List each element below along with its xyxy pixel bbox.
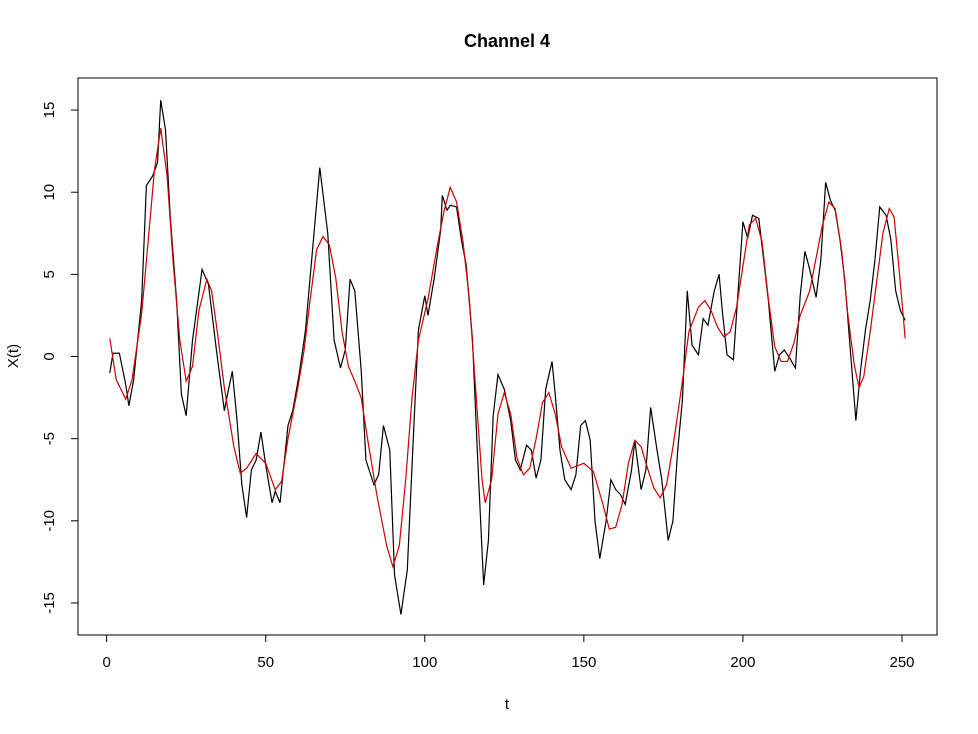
y-tick-label: 15 xyxy=(41,102,58,119)
y-axis-label: X(t) xyxy=(5,344,22,368)
series-line xyxy=(109,128,906,569)
y-tick-label: 5 xyxy=(41,270,58,278)
series-line xyxy=(109,100,906,615)
x-tick-label: 250 xyxy=(889,654,914,671)
y-tick-label: -15 xyxy=(41,592,58,614)
x-tick-label: 50 xyxy=(257,654,274,671)
x-tick-label: 0 xyxy=(102,654,110,671)
x-tick-label: 200 xyxy=(730,654,755,671)
y-tick-label: -5 xyxy=(41,432,58,445)
chart-title: Channel 4 xyxy=(464,31,550,51)
x-tick-label: 100 xyxy=(412,654,437,671)
x-tick-label: 150 xyxy=(571,654,596,671)
y-tick-label: 10 xyxy=(41,184,58,201)
y-tick-label: 0 xyxy=(41,352,58,360)
y-tick-label: -10 xyxy=(41,510,58,532)
plot-box xyxy=(77,77,938,636)
x-axis-label: t xyxy=(505,696,510,713)
